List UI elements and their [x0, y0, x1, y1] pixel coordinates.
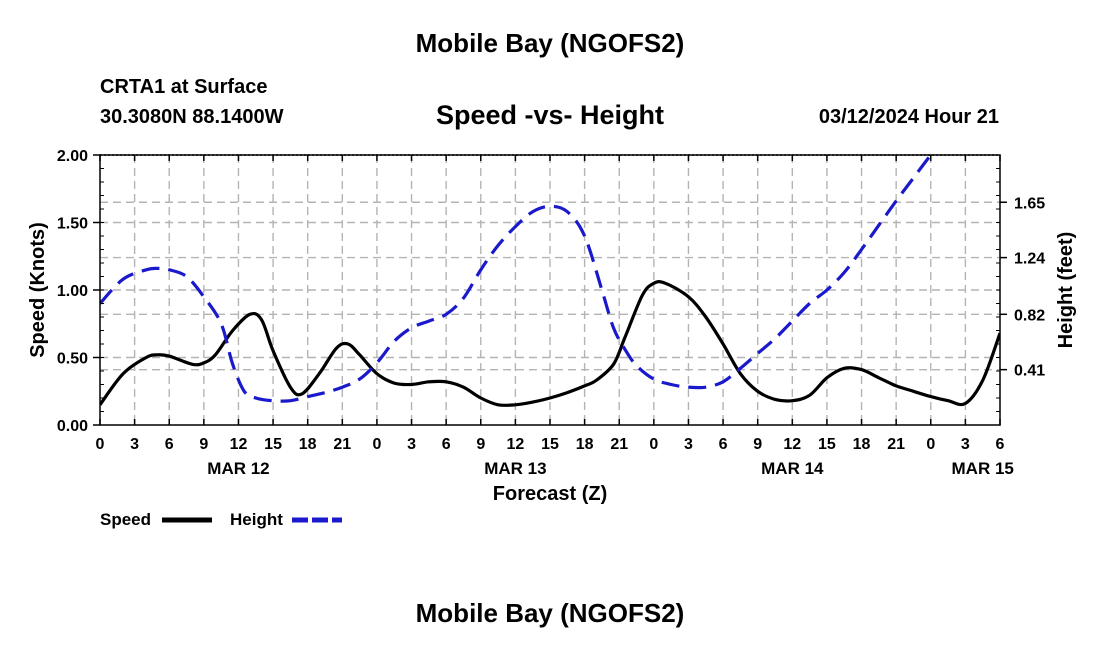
axes-layer: 0 3 6 9 12 15 18 21 0 3 6 9 12 15 18 21 0 3 6 9 12 15 18 21 0 3 6 0…	[57, 148, 1045, 478]
x-tick-label: 15	[818, 436, 836, 453]
y-axis-right-label: Height (feet)	[1055, 232, 1077, 349]
chart-subtitle: Speed -vs- Height	[435, 100, 665, 130]
date-label: MAR 13	[484, 459, 546, 478]
x-tick-label: 9	[476, 436, 485, 453]
x-tick-label: 12	[230, 436, 248, 453]
legend-label-speed: Speed	[100, 510, 151, 529]
x-tick-label: 3	[961, 436, 970, 453]
x-tick-label: 12	[506, 436, 524, 453]
height-series-line	[100, 155, 933, 403]
x-tick-label: 3	[130, 436, 139, 453]
date-label: MAR 14	[761, 459, 824, 478]
station-name: CRTA1 at Surface	[100, 76, 268, 98]
x-tick-label: 6	[719, 436, 728, 453]
station-coordinates: 30.3080N 88.1400W	[100, 106, 284, 128]
y-left-tick-label: 1.00	[57, 283, 88, 300]
speed-series-line	[100, 280, 1000, 407]
forecast-datetime: 03/12/2024 Hour 21	[818, 106, 999, 128]
x-tick-label: 6	[996, 436, 1005, 453]
chart-main-title: Mobile Bay (NGOFS2)	[415, 28, 685, 58]
x-tick-label: 15	[541, 436, 559, 453]
x-tick-label: 9	[753, 436, 762, 453]
y-right-tick-label: 1.24	[1014, 251, 1045, 268]
date-label: MAR 15	[952, 459, 1014, 478]
legend-label-height: Height	[230, 510, 283, 529]
x-tick-label: 0	[926, 436, 935, 453]
x-tick-label: 15	[264, 436, 282, 453]
x-tick-label: 3	[684, 436, 693, 453]
y-left-tick-label: 0.50	[57, 351, 88, 368]
x-tick-label: 12	[783, 436, 801, 453]
chart-legend: Speed Height	[100, 510, 342, 529]
y-left-tick-label: 2.00	[57, 148, 88, 165]
y-left-tick-label: 1.50	[57, 216, 88, 233]
chart-grid	[100, 155, 1000, 425]
x-tick-label: 18	[299, 436, 317, 453]
x-tick-label: 18	[853, 436, 871, 453]
x-tick-label: 21	[333, 436, 351, 453]
x-tick-label: 9	[199, 436, 208, 453]
x-tick-label: 0	[649, 436, 658, 453]
y-right-tick-label: 0.82	[1014, 307, 1045, 324]
x-tick-label: 0	[372, 436, 381, 453]
x-tick-label: 18	[576, 436, 594, 453]
x-tick-label: 3	[407, 436, 416, 453]
y-axis-left-label: Speed (Knots)	[27, 222, 49, 358]
date-label: MAR 12	[207, 459, 269, 478]
y-right-tick-label: 1.65	[1014, 195, 1045, 212]
x-tick-label: 0	[96, 436, 105, 453]
x-axis-label: Forecast (Z)	[493, 483, 607, 505]
x-tick-label: 21	[887, 436, 905, 453]
series-layer	[100, 155, 1000, 407]
x-tick-label: 21	[610, 436, 628, 453]
x-tick-label: 6	[165, 436, 174, 453]
y-right-tick-label: 0.41	[1014, 363, 1045, 380]
y-left-tick-label: 0.00	[57, 418, 88, 435]
footer-title: Mobile Bay (NGOFS2)	[415, 598, 685, 628]
x-tick-label: 6	[442, 436, 451, 453]
